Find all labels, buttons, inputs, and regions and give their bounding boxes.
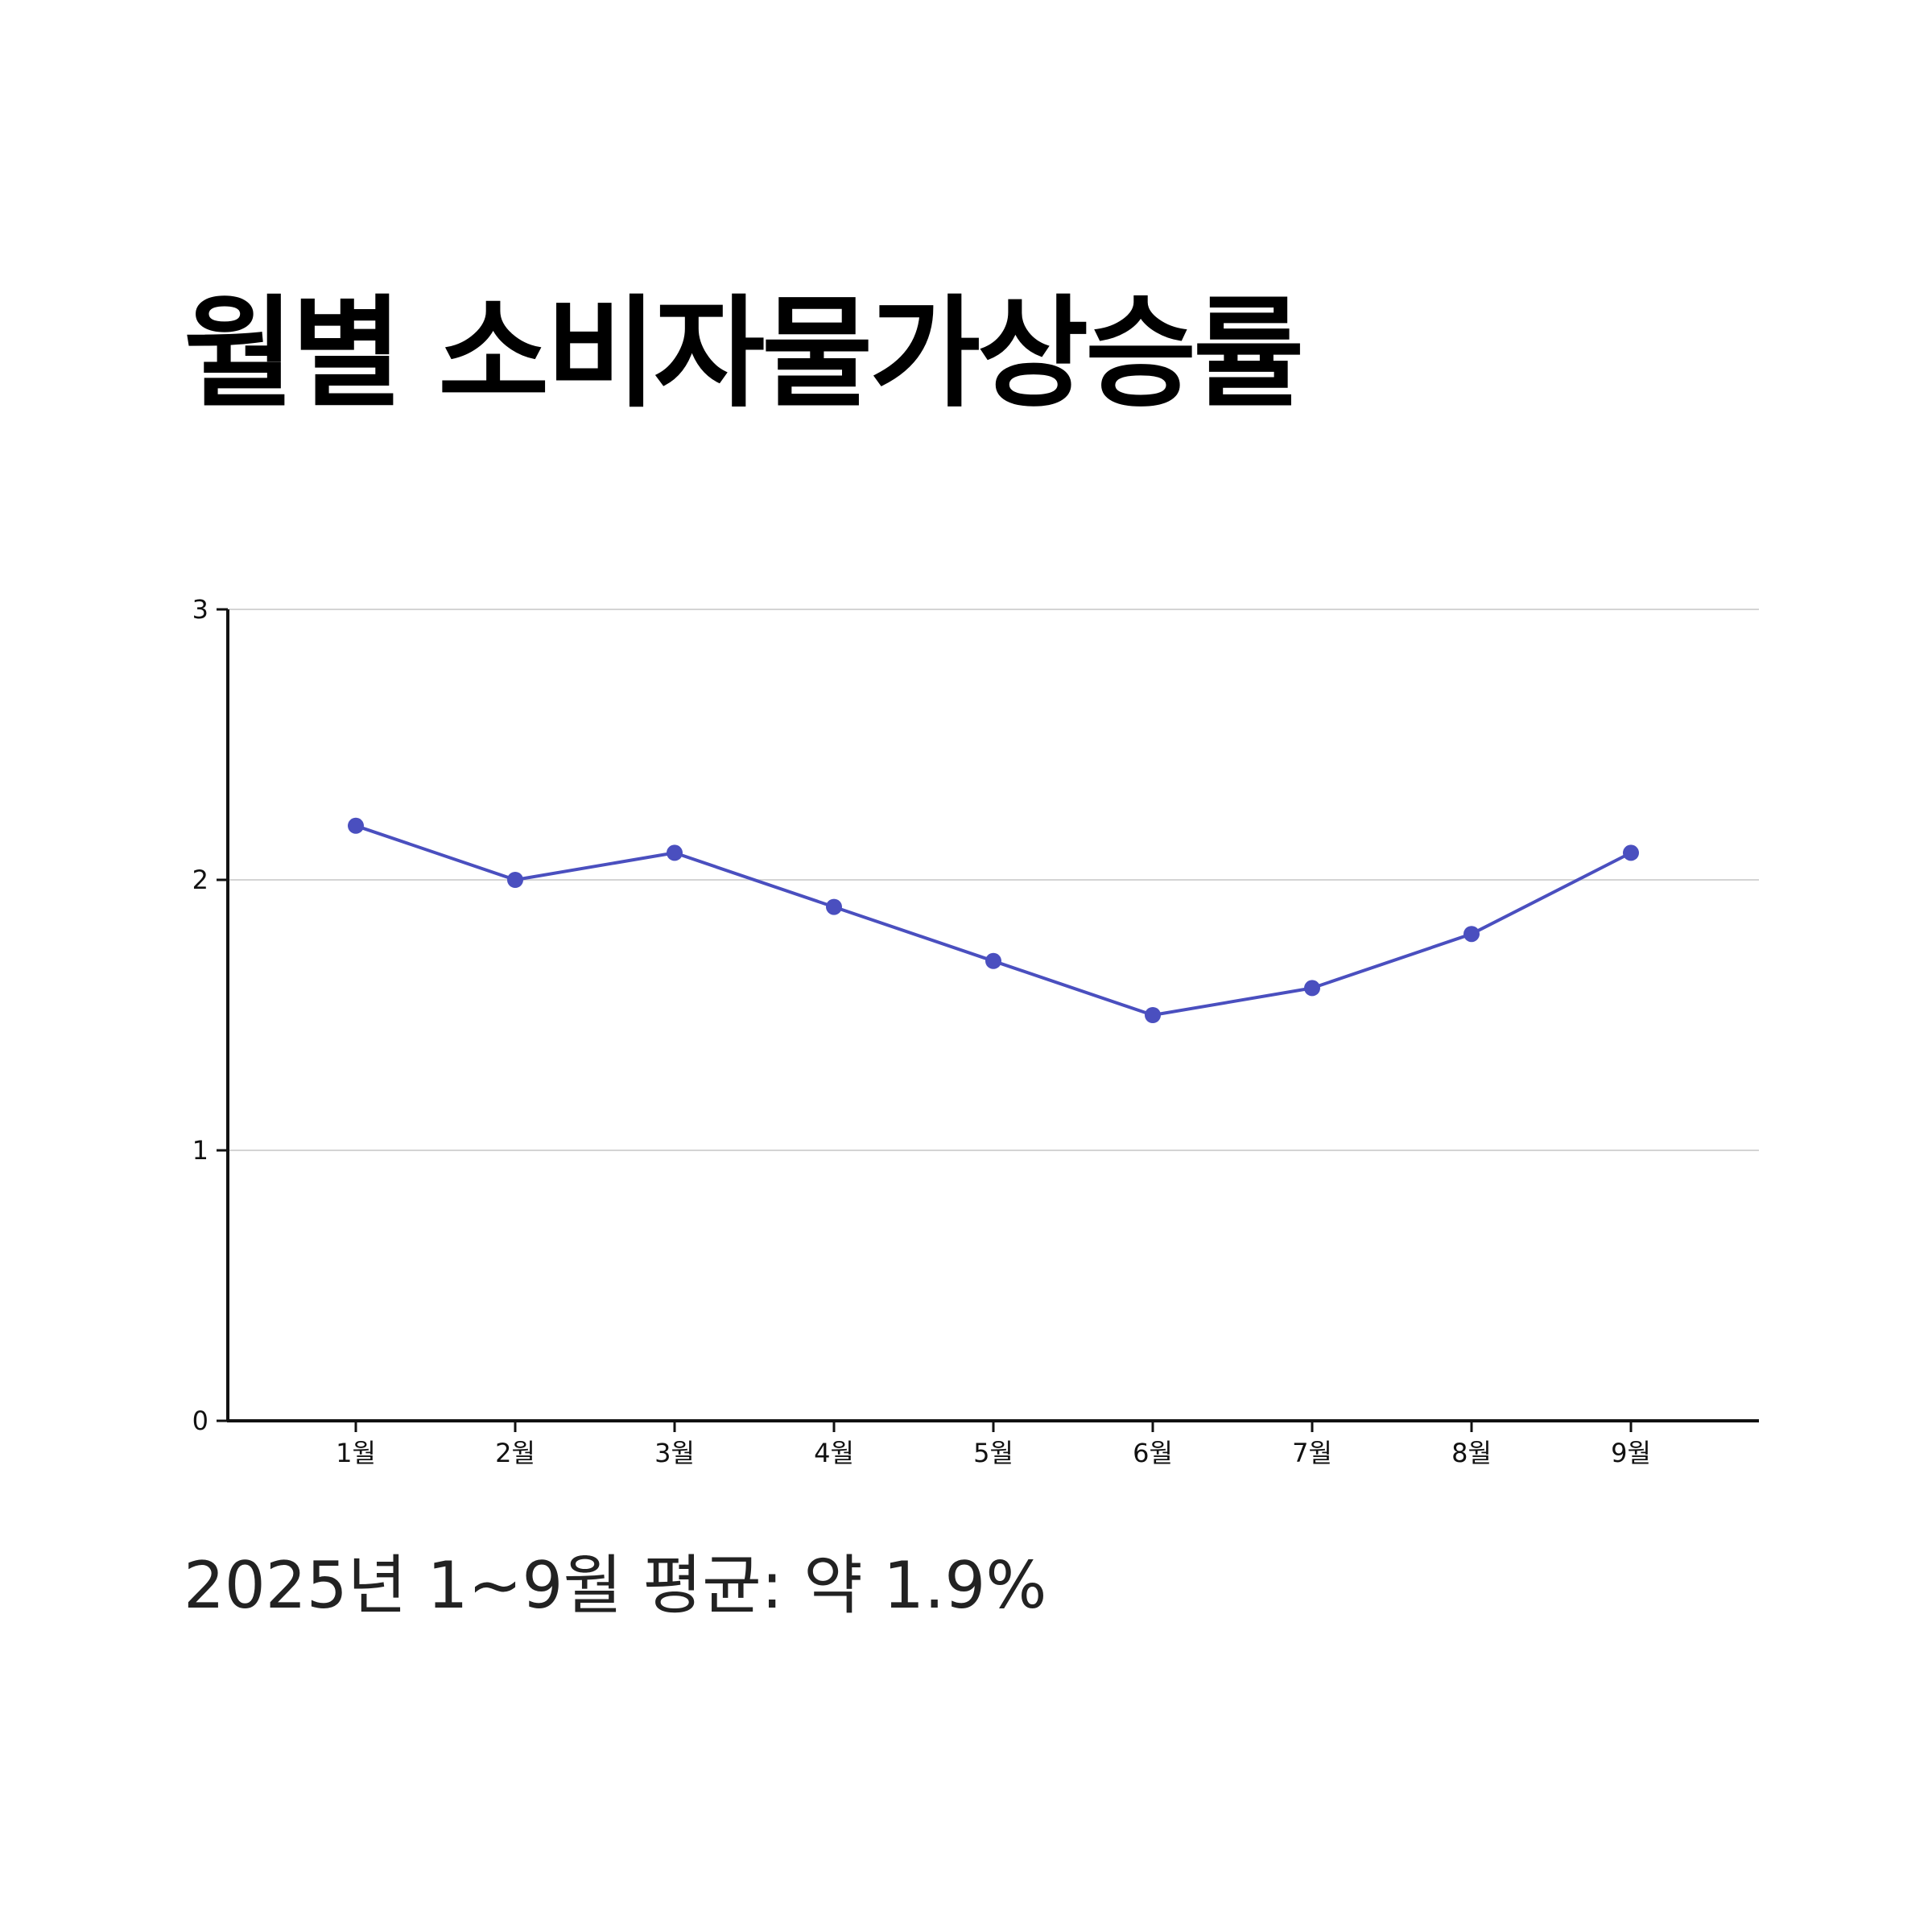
chart-subtitle: 2025년 1~9월 평균: 약 1.9% [184, 1548, 1047, 1623]
data-point [667, 844, 683, 861]
data-point [985, 952, 1001, 969]
data-point [1463, 926, 1480, 943]
y-tick-label: 1 [192, 1135, 208, 1166]
gridlines [228, 609, 1759, 1151]
x-tick-label: 8월 [1451, 1438, 1492, 1468]
data-point [1145, 1007, 1161, 1023]
series-line [354, 824, 1633, 1017]
x-tick-label: 9월 [1611, 1438, 1651, 1468]
data-series [348, 817, 1639, 1023]
data-point [826, 898, 842, 915]
x-tick-label: 6월 [1133, 1438, 1173, 1468]
x-tick-label: 3월 [654, 1438, 695, 1468]
data-point [1623, 844, 1639, 861]
x-tick-label: 2월 [495, 1438, 535, 1468]
x-tick-label: 7월 [1292, 1438, 1332, 1468]
y-tick-label: 3 [192, 594, 208, 625]
data-point [507, 872, 523, 888]
x-tick-label: 4월 [814, 1438, 854, 1468]
axes: 0 1 2 3 1월 2월 3월 4월 5월 6월 7월 8월 9월 [192, 594, 1759, 1468]
x-tick-label: 5월 [973, 1438, 1013, 1468]
data-point [1304, 980, 1320, 997]
x-tick-label: 1월 [336, 1438, 376, 1468]
y-tick-label: 2 [192, 865, 208, 895]
data-point [348, 817, 364, 834]
chart-title: 월별 소비자물가상승률 [184, 284, 1304, 424]
y-tick-label: 0 [192, 1406, 208, 1436]
